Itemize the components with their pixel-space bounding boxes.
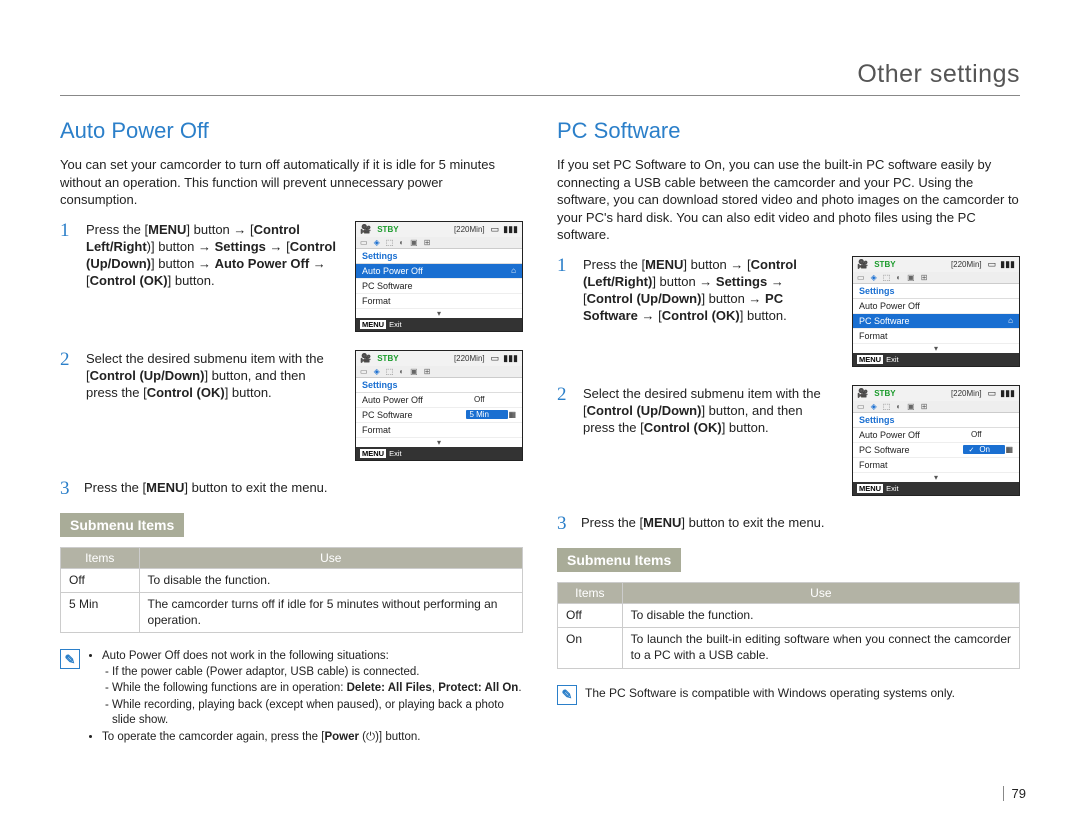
table-header-use: Use	[622, 582, 1019, 603]
step-text: Press the [MENU] button to exit the menu…	[84, 479, 523, 498]
left-column: Auto Power Off You can set your camcorde…	[60, 118, 523, 785]
step-text: Press the [MENU] button to exit the menu…	[581, 514, 1020, 533]
intro-text: You can set your camcorder to turn off a…	[60, 156, 523, 209]
step-text: Select the desired submenu item with the…	[86, 350, 343, 401]
table-cell-use: The camcorder turns off if idle for 5 mi…	[139, 593, 522, 633]
step-3: 3 Press the [MENU] button to exit the me…	[557, 514, 1020, 533]
table-row: 5 MinThe camcorder turns off if idle for…	[61, 593, 523, 633]
step-3: 3 Press the [MENU] button to exit the me…	[60, 479, 523, 498]
table-cell-item: 5 Min	[61, 593, 140, 633]
step-2: 2 Select the desired submenu item with t…	[557, 385, 1020, 504]
steps-list: 1 Press the [MENU] button → [Control (Le…	[557, 256, 1020, 533]
note-icon: ✎	[557, 685, 577, 705]
table-cell-item: Off	[558, 603, 623, 628]
note-icon: ✎	[60, 649, 80, 669]
table-cell-item: On	[558, 628, 623, 668]
intro-text: If you set PC Software to On, you can us…	[557, 156, 1020, 244]
right-column: PC Software If you set PC Software to On…	[557, 118, 1020, 785]
step-text: Press the [MENU] button → [Control (Left…	[583, 256, 840, 325]
screenshot-settings-1: 🎥STBY[220Min]▭▮▮▮ ▭◈⬚◐▣⊞ Settings Auto P…	[355, 221, 523, 340]
note-subitem: While recording, playing back (except wh…	[112, 698, 523, 729]
section-title-auto-power-off: Auto Power Off	[60, 118, 523, 144]
submenu-table-right: Items Use OffTo disable the function.OnT…	[557, 582, 1020, 669]
step-1: 1 Press the [MENU] button → [Control Lef…	[60, 221, 523, 340]
table-row: OffTo disable the function.	[558, 603, 1020, 628]
note-block: ✎ The PC Software is compatible with Win…	[557, 685, 1020, 705]
table-header-items: Items	[61, 547, 140, 568]
table-header-items: Items	[558, 582, 623, 603]
section-title-pc-software: PC Software	[557, 118, 1020, 144]
note-item: Auto Power Off does not work in the foll…	[102, 649, 523, 729]
manual-page: Other settings Auto Power Off You can se…	[0, 0, 1080, 825]
step-number: 1	[557, 256, 571, 275]
step-2: 2 Select the desired submenu item with t…	[60, 350, 523, 469]
page-number: 79	[1003, 786, 1026, 801]
table-cell-use: To disable the function.	[622, 603, 1019, 628]
note-text: The PC Software is compatible with Windo…	[585, 685, 955, 705]
step-1: 1 Press the [MENU] button → [Control (Le…	[557, 256, 1020, 375]
screenshot-settings-1: 🎥STBY[220Min]▭▮▮▮ ▭◈⬚◐▣⊞ Settings Auto P…	[852, 256, 1020, 375]
steps-list: 1 Press the [MENU] button → [Control Lef…	[60, 221, 523, 498]
submenu-items-label: Submenu Items	[557, 548, 681, 572]
table-cell-use: To disable the function.	[139, 568, 522, 593]
screenshot-settings-2: 🎥STBY[220Min]▭▮▮▮ ▭◈⬚◐▣⊞ Settings Auto P…	[852, 385, 1020, 504]
note-subitem: If the power cable (Power adaptor, USB c…	[112, 665, 523, 681]
step-number: 3	[60, 479, 74, 498]
submenu-table-left: Items Use OffTo disable the function.5 M…	[60, 547, 523, 634]
step-number: 2	[60, 350, 74, 369]
table-cell-item: Off	[61, 568, 140, 593]
step-number: 1	[60, 221, 74, 240]
table-header-use: Use	[139, 547, 522, 568]
table-row: OnTo launch the built-in editing softwar…	[558, 628, 1020, 668]
screenshot-settings-2: 🎥STBY[220Min]▭▮▮▮ ▭◈⬚◐▣⊞ Settings Auto P…	[355, 350, 523, 469]
note-subitem: While the following functions are in ope…	[112, 681, 523, 697]
step-number: 2	[557, 385, 571, 404]
note-block: ✎ Auto Power Off does not work in the fo…	[60, 649, 523, 746]
note-item: To operate the camcorder again, press th…	[102, 730, 523, 746]
table-row: OffTo disable the function.	[61, 568, 523, 593]
step-text: Select the desired submenu item with the…	[583, 385, 840, 436]
note-list: Auto Power Off does not work in the foll…	[88, 649, 523, 746]
submenu-items-label: Submenu Items	[60, 513, 184, 537]
step-text: Press the [MENU] button → [Control Left/…	[86, 221, 343, 290]
step-number: 3	[557, 514, 571, 533]
table-cell-use: To launch the built-in editing software …	[622, 628, 1019, 668]
page-header-title: Other settings	[60, 60, 1020, 96]
two-column-layout: Auto Power Off You can set your camcorde…	[60, 118, 1020, 785]
